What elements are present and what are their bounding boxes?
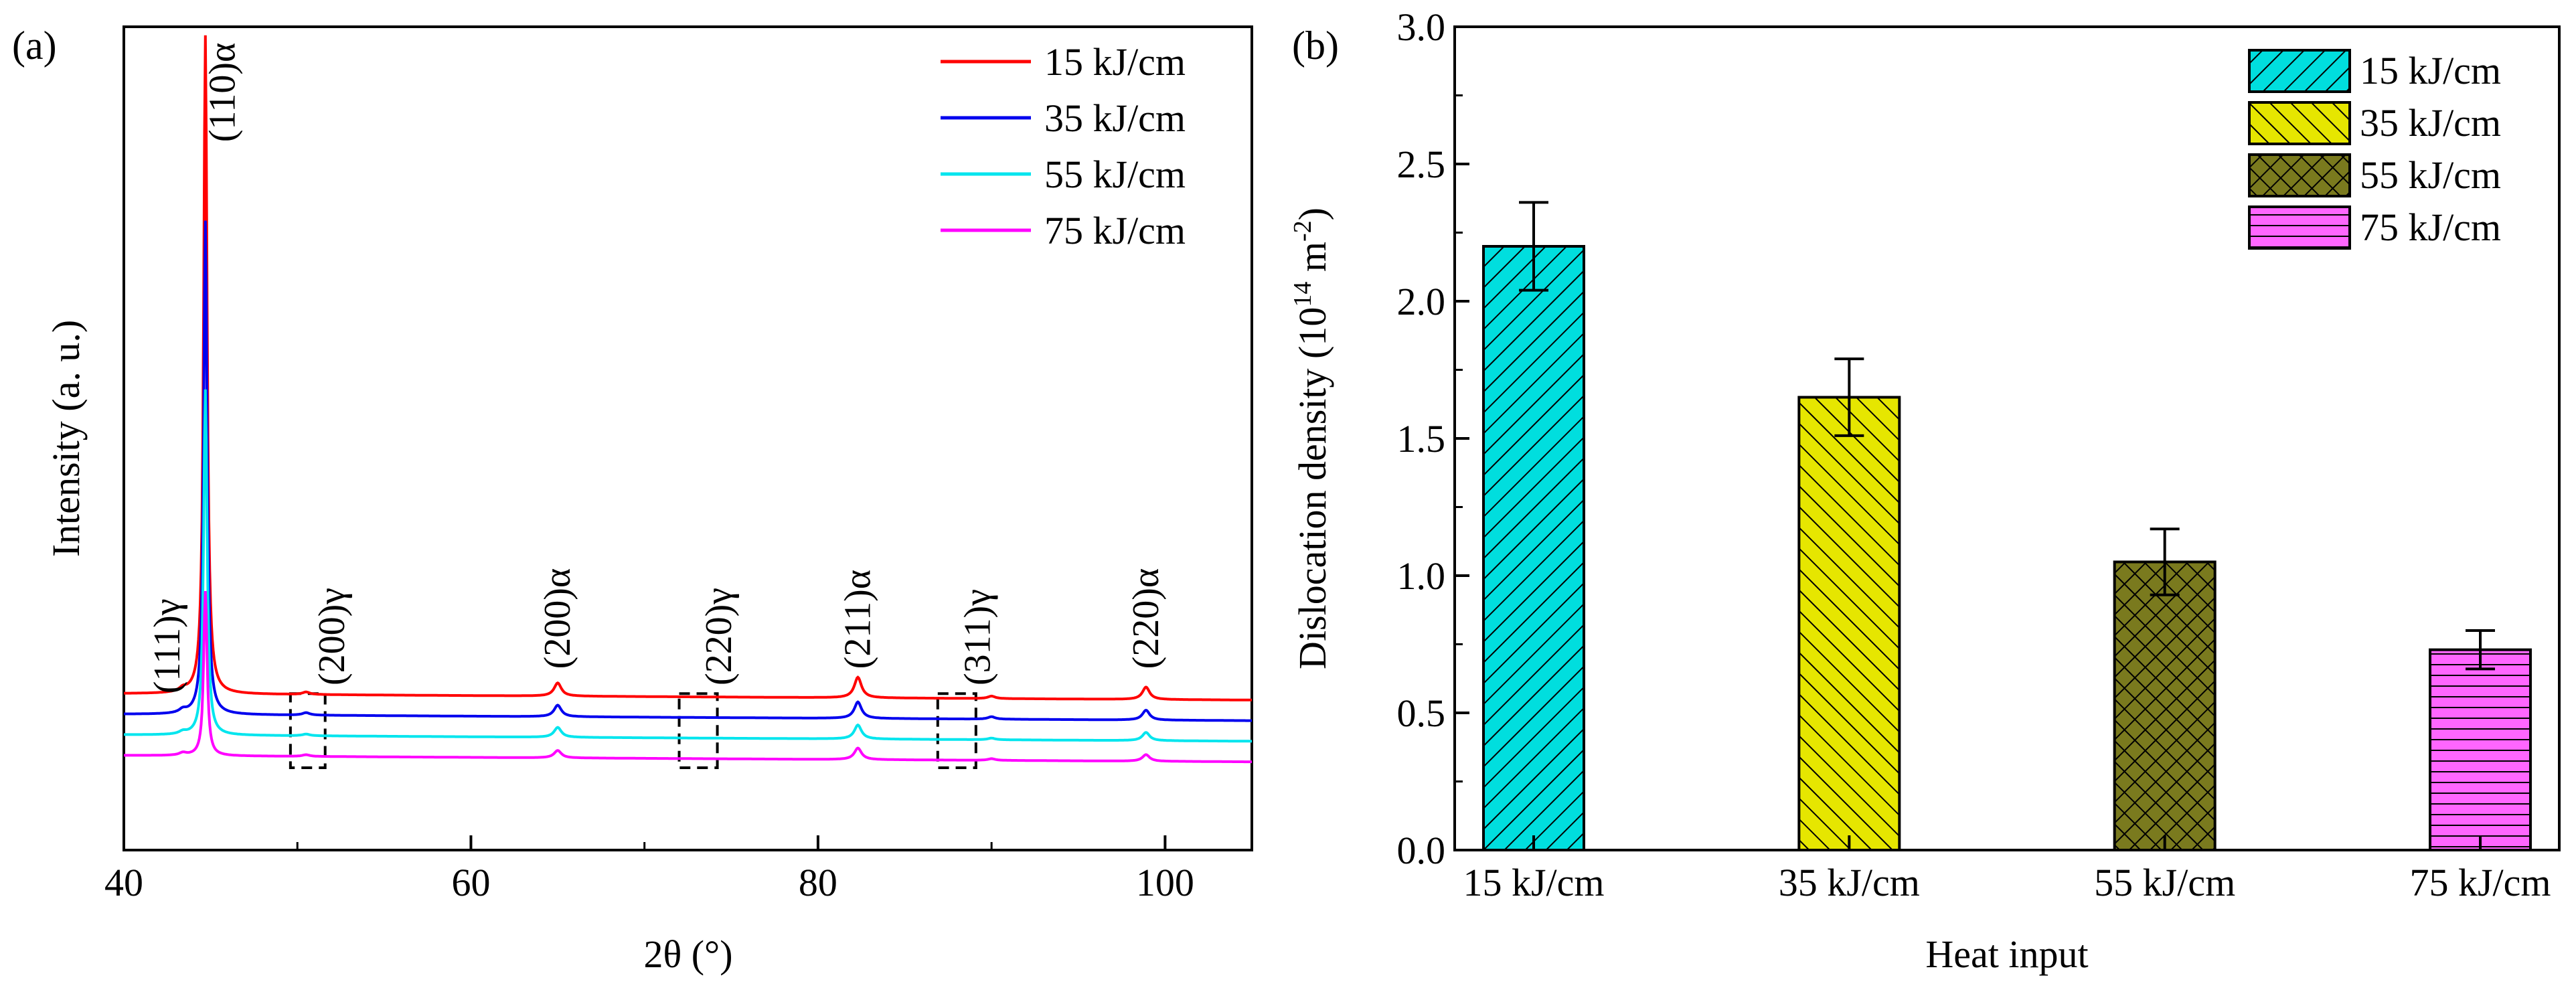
bar-legend-swatch: [2248, 205, 2351, 250]
xrd-x-tick-label: 80: [799, 861, 837, 904]
xrd-series-lines: [124, 35, 1253, 764]
xrd-plot-frame: [123, 25, 1253, 851]
bar-y-tick-label: 2.0: [1397, 280, 1446, 323]
bar-legend-swatch: [2248, 101, 2351, 145]
bar-x-tick-label: 15 kJ/cm: [1463, 861, 1604, 904]
bar-x-tick-label: 35 kJ/cm: [1779, 861, 1920, 904]
bar-series: [1482, 201, 2532, 851]
xrd-peak-label: (110)α: [202, 43, 244, 143]
xrd-peak-label: (311)γ: [957, 589, 998, 685]
xrd-highlight-box: [677, 692, 719, 770]
xrd-x-tick-label: 60: [451, 861, 490, 904]
xrd-peak-label: (211)α: [837, 570, 879, 669]
bar-legend-label: 75 kJ/cm: [2360, 205, 2501, 249]
bar-x-tick-label: 75 kJ/cm: [2409, 861, 2551, 904]
bar-y-label-part3: ): [1291, 208, 1334, 220]
bar-legend: 15 kJ/cm 35 kJ/cm 55 kJ/cm 75 kJ/cm: [2248, 49, 2501, 250]
xrd-highlight-boxes: [289, 692, 977, 770]
bar-y-label-part1: Dislocation density (10: [1291, 307, 1334, 669]
bar-legend-swatch: [2248, 153, 2351, 197]
bar-y-tick-label: 0.5: [1397, 691, 1446, 735]
xrd-highlight-box: [936, 692, 977, 770]
xrd-legend-label: 75 kJ/cm: [1044, 209, 1186, 252]
bar-2: [1797, 396, 1901, 851]
xrd-legend-label: 55 kJ/cm: [1044, 153, 1186, 196]
xrd-line-55kj: [124, 389, 1252, 743]
bar-y-label-part2: m: [1291, 242, 1334, 282]
xrd-peak-label: (220)α: [1125, 568, 1167, 669]
xrd-x-axis-label: 2θ (°): [643, 932, 732, 976]
xrd-line-15kj: [124, 35, 1253, 701]
panel-b-label: (b): [1292, 23, 1339, 68]
bar-x-axis-label: Heat input: [1925, 932, 2088, 976]
bar-legend-label: 15 kJ/cm: [2360, 49, 2501, 92]
bar-4: [2429, 648, 2532, 851]
bar-y-tick-label: 0.0: [1397, 829, 1446, 872]
xrd-legend-label: 15 kJ/cm: [1044, 40, 1186, 84]
xrd-legend-label: 35 kJ/cm: [1044, 96, 1186, 140]
xrd-peak-label: (220)γ: [698, 588, 740, 685]
bar-y-label-sup2: -2: [1289, 220, 1317, 242]
xrd-panel: (a) 40 60 80 100 (111)γ (110)α (200)γ (200)α (2…: [12, 23, 1253, 976]
bar-y-axis-label: Dislocation density (1014 m-2): [1289, 208, 1334, 669]
bar-legend-label: 35 kJ/cm: [2360, 101, 2501, 145]
bar-legend-swatch: [2248, 49, 2351, 93]
xrd-y-axis-label: Intensity (a. u.): [44, 320, 88, 557]
xrd-line-75kj: [124, 591, 1252, 764]
bar-y-tick-label: 3.0: [1397, 5, 1446, 49]
bar-y-tick-label: 1.5: [1397, 417, 1446, 461]
bar-1: [1482, 245, 1585, 851]
bar-plot-frame: [1453, 25, 2561, 851]
xrd-legend: 15 kJ/cm 35 kJ/cm 55 kJ/cm 75 kJ/cm: [941, 40, 1186, 252]
xrd-x-tick-label: 40: [104, 861, 143, 904]
bar-3: [2113, 560, 2217, 851]
bar-y-ticks: 0.0 0.5 1.0 1.5 2.0 2.5 3.0: [1397, 5, 1469, 872]
panel-a-label: (a): [12, 23, 57, 68]
xrd-peak-annotations: (111)γ (110)α (200)γ (200)α (220)γ (211)α (311…: [147, 43, 1167, 694]
bar-y-tick-label: 2.5: [1397, 143, 1446, 186]
bar-legend-label: 55 kJ/cm: [2360, 153, 2501, 197]
xrd-x-tick-label: 100: [1136, 861, 1194, 904]
xrd-peak-label: (200)α: [537, 568, 578, 669]
xrd-peak-label: (111)γ: [147, 598, 188, 693]
bar-y-label-sup1: 14: [1289, 282, 1317, 307]
xrd-x-ticks: 40 60 80 100: [104, 835, 1194, 904]
bar-x-tick-label: 55 kJ/cm: [2094, 861, 2235, 904]
xrd-highlight-box: [289, 692, 327, 770]
bar-y-tick-label: 1.0: [1397, 554, 1446, 598]
xrd-peak-label: (200)γ: [311, 588, 353, 685]
bar-x-ticks: 15 kJ/cm 35 kJ/cm 55 kJ/cm 75 kJ/cm: [1463, 835, 2551, 904]
xrd-line-35kj: [124, 220, 1252, 722]
dislocation-panel: (b) 0.0 0.5 1.0 1.5 2.0 2.5 3.0 15 kJ/cm 35 kJ/…: [1289, 5, 2561, 976]
